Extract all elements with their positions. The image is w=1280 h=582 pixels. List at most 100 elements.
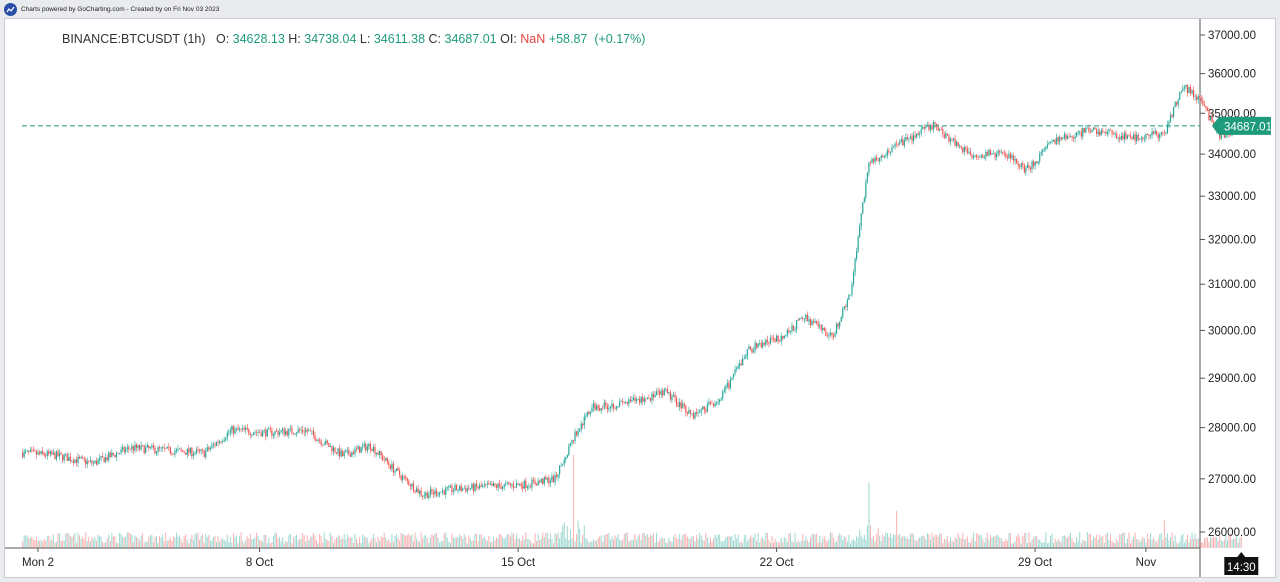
volume-bar: [693, 536, 695, 548]
candle-body: [143, 445, 145, 454]
candle-body: [57, 451, 59, 457]
volume-bar: [206, 537, 208, 548]
volume-bar: [166, 540, 168, 548]
volume-bar: [228, 542, 230, 548]
candle-body: [757, 343, 759, 348]
candle-body: [283, 428, 285, 435]
volume-bar: [31, 536, 33, 548]
volume-bar: [1176, 542, 1178, 548]
candle-body: [212, 444, 215, 445]
volume-bar: [362, 534, 364, 548]
volume-bar: [376, 542, 378, 548]
volume-bar: [382, 537, 384, 548]
candle-body: [489, 483, 491, 485]
volume-bar: [945, 539, 947, 548]
candle-body: [691, 413, 693, 415]
volume-bar: [129, 533, 131, 548]
candle-body: [1068, 136, 1070, 137]
volume-bar: [259, 540, 261, 548]
candle-body: [628, 399, 630, 405]
volume-bar: [457, 537, 459, 548]
volume-bar: [1217, 540, 1219, 548]
candle-body: [465, 488, 467, 492]
candle-body: [565, 457, 567, 460]
volume-bar: [1054, 538, 1056, 548]
candle-body: [238, 428, 241, 430]
candle-body: [877, 159, 879, 161]
volume-bar: [736, 538, 738, 548]
candle-body: [85, 459, 87, 465]
candle-body: [328, 443, 330, 447]
volume-bar: [1013, 543, 1015, 548]
candle-body: [172, 453, 175, 455]
volume-bar: [363, 536, 365, 548]
volume-bar: [125, 536, 127, 548]
volume-bar: [100, 536, 102, 548]
candle-body: [391, 463, 393, 469]
candle-body: [395, 468, 398, 471]
chart-panel[interactable]: [4, 18, 1276, 578]
volume-bar: [43, 538, 45, 548]
volume-bar: [1070, 532, 1072, 548]
candle-body: [486, 483, 488, 485]
candle-body: [1148, 134, 1150, 137]
candle-body: [711, 403, 713, 405]
volume-bar: [560, 532, 562, 548]
candle-body: [646, 398, 648, 399]
candle-body: [323, 444, 325, 446]
volume-bar: [65, 533, 67, 548]
volume-bar: [1045, 532, 1047, 548]
candle-body: [320, 440, 322, 445]
volume-bar: [1065, 536, 1067, 548]
volume-bar: [1022, 535, 1024, 548]
volume-bar: [853, 539, 855, 548]
volume-bar: [179, 535, 181, 548]
volume-bar: [1206, 537, 1208, 548]
volume-bar: [403, 534, 405, 548]
candle-body: [848, 295, 850, 300]
candle-body: [234, 428, 236, 434]
candle-body: [1006, 156, 1009, 158]
volume-bar: [449, 542, 451, 548]
volume-bar: [973, 532, 975, 548]
volume-bar: [459, 534, 461, 548]
time-tick-label: 15 Oct: [501, 557, 536, 569]
volume-bar: [1188, 542, 1190, 548]
candle-body: [106, 457, 108, 460]
candle-body: [157, 447, 159, 452]
volume-bar: [371, 538, 373, 548]
volume-bar: [1122, 532, 1124, 548]
candle-body: [317, 439, 319, 441]
volume-bar: [883, 536, 885, 548]
candle-body: [220, 441, 222, 442]
volume-bar: [92, 539, 94, 548]
candle-body: [42, 450, 44, 454]
volume-bar: [1228, 535, 1230, 548]
candle-body: [123, 447, 125, 452]
volume-bar: [26, 535, 28, 548]
candle-body: [686, 412, 688, 414]
volume-bar: [1236, 535, 1238, 548]
volume-bar: [1208, 542, 1210, 548]
volume-bar: [132, 542, 134, 548]
candle-body: [755, 343, 758, 348]
volume-bar: [72, 535, 74, 548]
volume-bar: [986, 532, 988, 548]
volume-bar: [697, 538, 699, 548]
volume-bar: [497, 538, 499, 548]
candle-body: [54, 452, 56, 460]
candle-body: [725, 386, 727, 390]
volume-bar: [25, 536, 27, 548]
volume-bar: [683, 534, 685, 548]
volume-bar: [706, 537, 708, 548]
candle-body: [1172, 107, 1175, 117]
volume-bar: [514, 539, 516, 548]
time-tick-label: 29 Oct: [1018, 557, 1053, 569]
candle-body: [943, 134, 945, 138]
candle-body: [325, 440, 327, 445]
candle-body: [994, 152, 996, 158]
volume-bar: [666, 542, 668, 548]
volume-bar: [262, 541, 264, 548]
candle-body: [792, 325, 795, 331]
